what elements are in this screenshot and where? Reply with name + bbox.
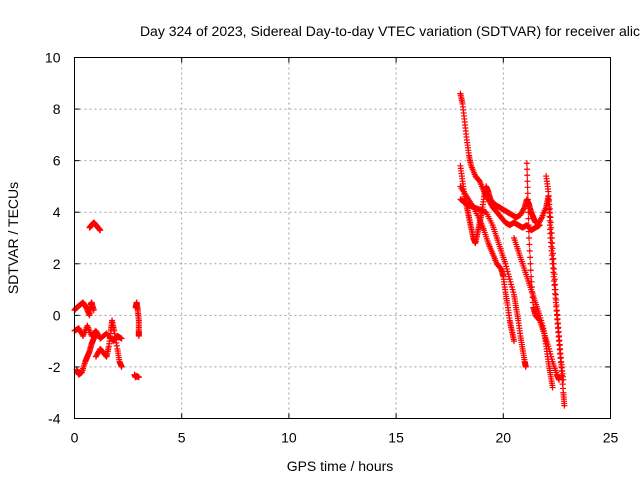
data-point (527, 267, 534, 274)
data-point (550, 260, 557, 267)
x-tick-label: 25 (603, 430, 619, 446)
data-point (551, 271, 558, 278)
data-point (548, 224, 555, 231)
x-tick-label: 5 (178, 430, 186, 446)
data-point (548, 229, 555, 236)
data-point (526, 235, 533, 241)
y-tick-label: 2 (53, 256, 61, 272)
data-points (71, 90, 568, 409)
data-point (549, 240, 556, 247)
data-point (551, 265, 558, 272)
data-point (524, 196, 531, 203)
data-point (525, 222, 532, 229)
data-point (547, 219, 554, 226)
data-point (560, 376, 567, 383)
data-point (552, 291, 559, 298)
data-point (553, 302, 560, 309)
x-tick-label: 20 (496, 430, 512, 446)
data-point (511, 338, 518, 345)
data-point (523, 160, 530, 167)
x-tick-label: 15 (388, 430, 404, 446)
data-point (135, 332, 142, 339)
data-point (525, 215, 532, 222)
x-axis-label: GPS time / hours (287, 458, 394, 474)
y-tick-label: 8 (53, 101, 61, 117)
x-tick-label: 0 (71, 430, 79, 446)
data-point (525, 209, 532, 216)
data-point (524, 172, 531, 179)
data-point (552, 281, 559, 288)
data-point (524, 178, 531, 185)
data-point (525, 228, 532, 235)
data-point (526, 241, 533, 248)
y-tick-label: 6 (53, 153, 61, 169)
data-point (549, 384, 556, 391)
data-point (553, 296, 560, 303)
data-point (550, 255, 557, 262)
y-tick-label: -2 (48, 359, 61, 375)
data-point (118, 335, 125, 342)
axis-ticks: 0 5 10 15 20 25 -4 -2 0 2 4 6 8 10 (45, 50, 619, 446)
data-point (551, 276, 558, 283)
data-point (90, 307, 97, 314)
data-point (524, 166, 531, 173)
data-point (552, 286, 559, 293)
data-point (561, 402, 568, 409)
data-point (549, 245, 556, 252)
plot-frame (74, 57, 611, 419)
data-point (538, 215, 545, 222)
y-tick-label: 10 (45, 50, 61, 66)
data-point (547, 214, 554, 221)
y-axis-label: SDTVAR / TECUs (5, 182, 21, 294)
data-point (527, 254, 534, 261)
data-point (548, 235, 555, 241)
data-point (135, 374, 142, 381)
y-tick-label: -4 (48, 411, 61, 427)
data-point (549, 250, 556, 257)
chart-title: Day 324 of 2023, Sidereal Day-to-day VTE… (140, 23, 640, 39)
data-point (92, 330, 99, 337)
data-point (527, 260, 534, 267)
data-point (522, 363, 529, 370)
y-tick-label: 0 (53, 307, 61, 323)
x-tick-label: 10 (281, 430, 297, 446)
data-point (118, 363, 125, 370)
data-point (524, 184, 531, 191)
data-point (526, 247, 533, 254)
data-point (524, 190, 531, 197)
data-point (525, 202, 532, 209)
data-point (97, 227, 104, 234)
y-tick-label: 4 (53, 204, 61, 220)
